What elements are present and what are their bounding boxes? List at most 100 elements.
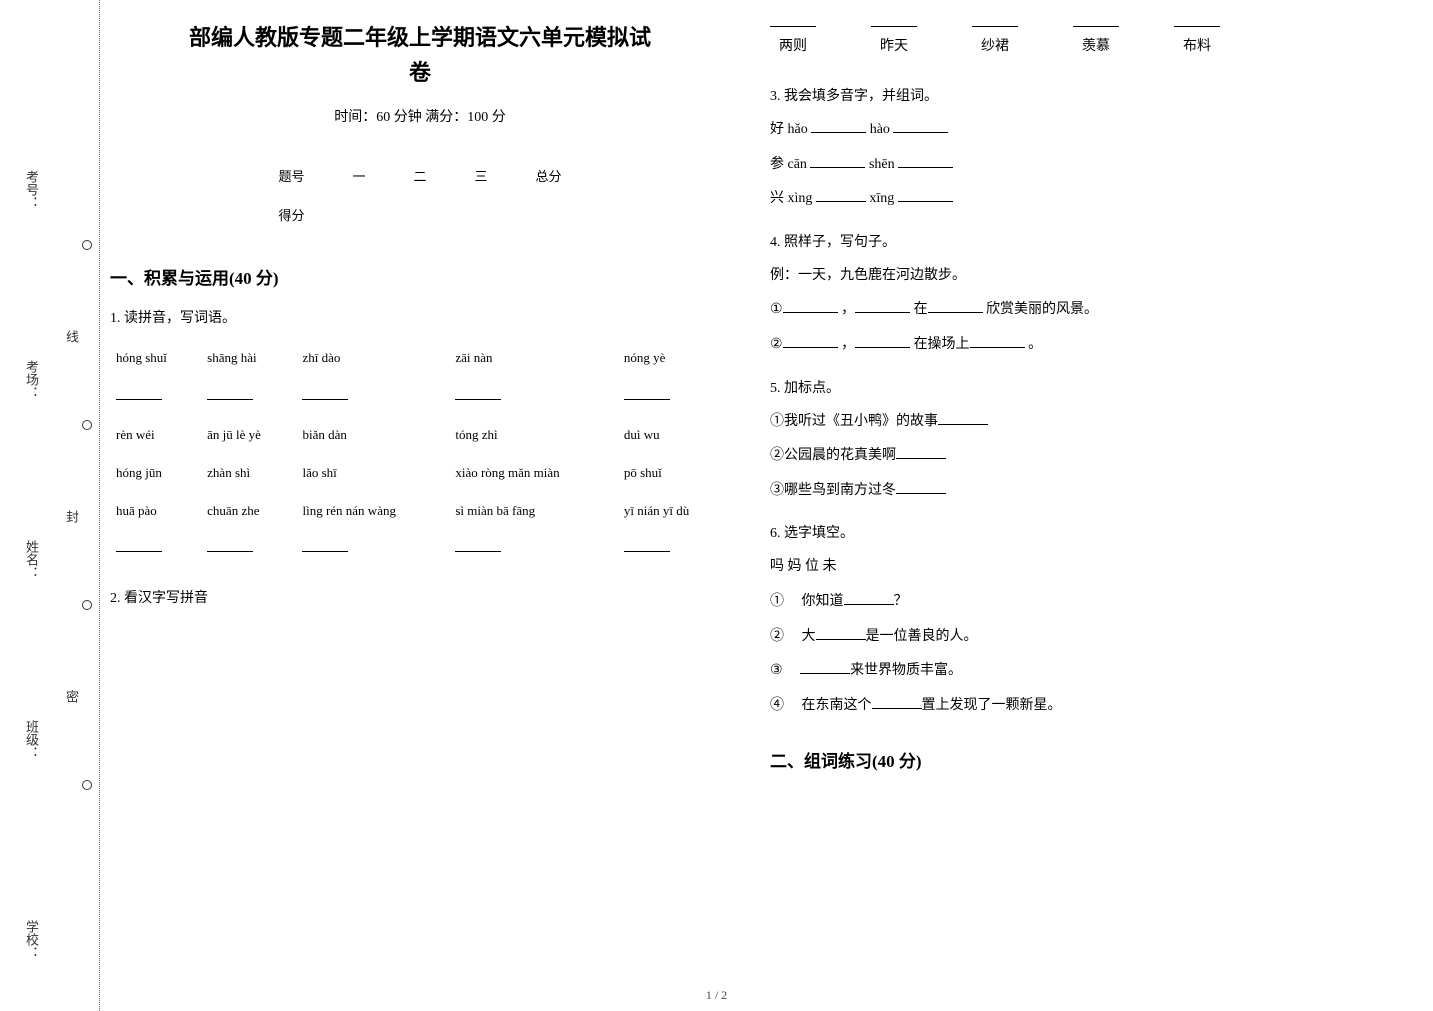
pinyin-cell: chuān zhe bbox=[201, 492, 296, 530]
hanzi-word: 羡慕 bbox=[1082, 39, 1110, 54]
question-3: 3. 我会填多音字，并组词。 bbox=[770, 85, 1390, 105]
binding-cut: 线 bbox=[62, 330, 81, 343]
polyphonic-line: 好 hǎo hào bbox=[770, 117, 1390, 144]
pinyin-cell: hóng shuǐ bbox=[110, 339, 201, 377]
write-box bbox=[302, 551, 348, 553]
fill-blank bbox=[811, 119, 866, 133]
punct-text: ②公园晨的花真美啊 bbox=[770, 448, 896, 463]
txt: ， bbox=[841, 302, 855, 317]
fill-blank bbox=[783, 334, 838, 348]
write-box bbox=[455, 551, 501, 553]
pinyin-cell: xiào ròng mǎn miàn bbox=[449, 454, 618, 492]
write-box bbox=[116, 551, 162, 553]
txt: ③ bbox=[770, 663, 800, 678]
txt: ？ bbox=[894, 594, 908, 609]
question-5: 5. 加标点。 bbox=[770, 377, 1390, 397]
pinyin-cell: sì miàn bā fāng bbox=[449, 492, 618, 530]
binding-line: 封 bbox=[62, 510, 81, 523]
txt: 在 bbox=[914, 302, 928, 317]
hanzi-word: 纱裙 bbox=[981, 39, 1009, 54]
score-cell bbox=[451, 195, 512, 234]
txt: ① 你知道 bbox=[770, 594, 844, 609]
choice-line: ② 大 是一位善良的人。 bbox=[770, 624, 1390, 651]
pinyin-cell: rèn wéi bbox=[110, 416, 201, 454]
write-box bbox=[624, 551, 670, 553]
page-content: 部编人教版专题二年级上学期语文六单元模拟试 卷 时间：60 分钟 满分：100 … bbox=[110, 20, 1410, 790]
write-box bbox=[455, 399, 501, 401]
hanzi-word: 布料 bbox=[1183, 39, 1211, 54]
hanzi-item: 布料 bbox=[1174, 26, 1220, 55]
binding-seal: 密 bbox=[62, 690, 81, 703]
txt: 在操场上 bbox=[914, 337, 970, 352]
txt: 来世界物质丰富。 bbox=[850, 663, 962, 678]
punct-line: ①我听过《丑小鸭》的故事 bbox=[770, 409, 1390, 436]
pinyin-cell: zāi nàn bbox=[449, 339, 618, 377]
score-head-label: 题号 bbox=[254, 156, 328, 195]
binding-label-name: 姓名： bbox=[22, 540, 41, 579]
score-head-3: 三 bbox=[451, 156, 512, 195]
txt: 是一位善良的人。 bbox=[866, 629, 978, 644]
pinyin-cell: tóng zhì bbox=[449, 416, 618, 454]
write-box bbox=[116, 399, 162, 401]
pinyin-table: hóng shuǐ shāng hài zhī dào zāi nàn nóng… bbox=[110, 339, 730, 568]
binding-label-school: 学校： bbox=[22, 920, 41, 959]
score-table: 题号 一 二 三 总分 得分 bbox=[254, 156, 585, 234]
fill-blank bbox=[844, 591, 894, 605]
hanzi-word: 两则 bbox=[779, 39, 807, 54]
punct-line: ②公园晨的花真美啊 bbox=[770, 443, 1390, 470]
fill-blank bbox=[816, 626, 866, 640]
fill-blank bbox=[800, 660, 850, 674]
txt: ， bbox=[841, 337, 855, 352]
section-2-heading: 二、组词练习(40 分) bbox=[770, 747, 1390, 772]
txt: 置上发现了一颗新星。 bbox=[922, 698, 1062, 713]
score-cell bbox=[389, 195, 450, 234]
choice-line: ① 你知道 ？ bbox=[770, 589, 1390, 616]
fill-blank bbox=[938, 411, 988, 425]
txt: ④ 在东南这个 bbox=[770, 698, 872, 713]
binding-dot bbox=[82, 780, 92, 790]
txt: 欣赏美丽的风景。 bbox=[986, 302, 1098, 317]
score-head-total: 总分 bbox=[512, 156, 586, 195]
pinyin-cell: zhàn shì bbox=[201, 454, 296, 492]
pinyin-cell: hóng jūn bbox=[110, 454, 201, 492]
example-sentence: 例：一天，九色鹿在河边散步。 bbox=[770, 263, 1390, 290]
question-1: 1. 读拼音，写词语。 bbox=[110, 307, 730, 327]
hanzi-item: 两则 bbox=[770, 26, 816, 55]
binding-label-class: 班级： bbox=[22, 720, 41, 759]
page-number: 1 / 2 bbox=[706, 988, 727, 1003]
fill-blank bbox=[816, 188, 866, 202]
pinyin-cell: pō shuǐ bbox=[618, 454, 730, 492]
choice-line: ③ 来世界物质丰富。 bbox=[770, 658, 1390, 685]
punct-text: ③哪些鸟到南方过冬 bbox=[770, 483, 896, 498]
pinyin-cell: yī nián yī dù bbox=[618, 492, 730, 530]
write-box bbox=[302, 399, 348, 401]
fill-blank bbox=[872, 695, 922, 709]
binding-label-num: 考号： bbox=[22, 170, 41, 209]
pinyin-cell: lìng rén nán wàng bbox=[296, 492, 449, 530]
binding-label-room: 考场： bbox=[22, 360, 41, 399]
idx: ① bbox=[770, 302, 783, 317]
fill-blank bbox=[970, 334, 1025, 348]
hanzi-pinyin-row: 两则 昨天 纱裙 羡慕 布料 bbox=[770, 26, 1390, 55]
pinyin-cell: shāng hài bbox=[201, 339, 296, 377]
punct-line: ③哪些鸟到南方过冬 bbox=[770, 478, 1390, 505]
txt: ② 大 bbox=[770, 629, 816, 644]
dyz-1a: 好 hǎo bbox=[770, 122, 811, 137]
fill-blank bbox=[810, 154, 865, 168]
exam-timing: 时间：60 分钟 满分：100 分 bbox=[110, 106, 730, 126]
pinyin-cell: ān jū lè yè bbox=[201, 416, 296, 454]
hanzi-word: 昨天 bbox=[880, 39, 908, 54]
pinyin-cell: lǎo shī bbox=[296, 454, 449, 492]
polyphonic-line: 参 cān shēn bbox=[770, 152, 1390, 179]
choice-line: ④ 在东南这个 置上发现了一颗新星。 bbox=[770, 693, 1390, 720]
pinyin-cell: zhī dào bbox=[296, 339, 449, 377]
fill-blank bbox=[896, 445, 946, 459]
idx: ② bbox=[770, 337, 783, 352]
pinyin-cell: nóng yè bbox=[618, 339, 730, 377]
dyz-1b: hào bbox=[870, 122, 894, 137]
dyz-2b: shēn bbox=[869, 157, 898, 172]
binding-dot bbox=[82, 600, 92, 610]
dyz-2a: 参 cān bbox=[770, 157, 810, 172]
binding-column: 学校： 班级： 姓名： 考场： 考号： 密 封 线 bbox=[0, 0, 100, 1011]
write-box bbox=[207, 551, 253, 553]
